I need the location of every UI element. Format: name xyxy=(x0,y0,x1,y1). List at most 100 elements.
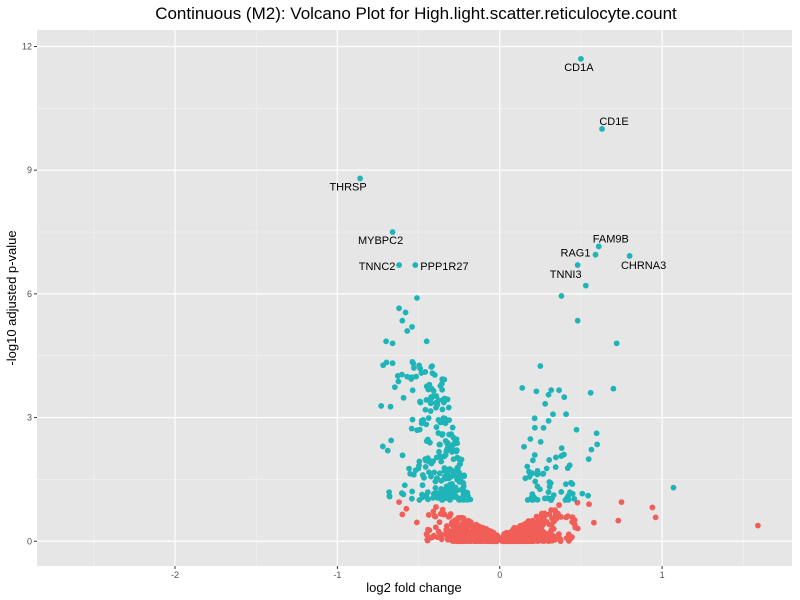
nonsignificant-point xyxy=(403,505,410,512)
significant-point xyxy=(394,373,401,379)
significant-point xyxy=(436,490,443,497)
significant-point xyxy=(401,482,408,489)
significant-point xyxy=(418,420,425,427)
significant-point xyxy=(561,394,568,401)
significant-point xyxy=(378,403,385,409)
significant-point xyxy=(391,384,398,391)
nonsignificant-point xyxy=(565,538,572,544)
significant-point xyxy=(439,406,446,413)
significant-point xyxy=(423,421,430,428)
nonsignificant-point xyxy=(569,519,575,525)
x-tick-label: 1 xyxy=(660,570,665,580)
significant-point xyxy=(414,295,420,301)
significant-point xyxy=(436,448,442,455)
significant-point xyxy=(422,464,429,470)
nonsignificant-point xyxy=(424,537,431,544)
nonsignificant-point xyxy=(494,534,501,541)
nonsignificant-point xyxy=(430,508,437,515)
nonsignificant-point xyxy=(509,534,516,541)
significant-point xyxy=(400,491,407,498)
nonsignificant-point xyxy=(399,511,406,518)
significant-point xyxy=(573,426,580,433)
nonsignificant-point xyxy=(433,504,439,510)
nonsignificant-point xyxy=(396,499,402,505)
significant-point xyxy=(558,453,565,459)
significant-point xyxy=(462,492,469,499)
nonsignificant-point xyxy=(486,537,493,544)
significant-point xyxy=(446,431,452,438)
significant-point xyxy=(454,454,461,461)
nonsignificant-point xyxy=(449,530,456,537)
significant-point xyxy=(426,469,432,476)
significant-point xyxy=(585,456,592,462)
nonsignificant-point xyxy=(649,504,656,511)
significant-point xyxy=(444,396,451,403)
significant-point xyxy=(383,359,390,366)
significant-point xyxy=(423,397,430,403)
gene-label-mybpc2: MYBPC2 xyxy=(358,235,403,247)
significant-point xyxy=(422,406,429,413)
significant-point xyxy=(541,495,548,502)
nonsignificant-point xyxy=(536,519,543,526)
significant-point xyxy=(443,483,450,490)
significant-point xyxy=(448,489,454,496)
significant-point xyxy=(439,397,446,403)
x-tick-label: 0 xyxy=(497,570,502,580)
significant-point xyxy=(441,453,448,460)
significant-point xyxy=(540,470,547,477)
nonsignificant-point xyxy=(430,532,437,539)
significant-point xyxy=(436,470,443,477)
nonsignificant-point xyxy=(572,524,579,531)
gene-label-chrna3: CHRNA3 xyxy=(621,260,666,272)
significant-point xyxy=(545,489,552,496)
significant-point xyxy=(410,360,417,367)
gene-label-thrsp: THRSP xyxy=(329,181,366,193)
x-tick-label: -2 xyxy=(171,570,179,580)
nonsignificant-point xyxy=(435,528,442,535)
nonsignificant-point xyxy=(527,532,533,538)
significant-point xyxy=(519,384,526,391)
significant-point xyxy=(543,465,550,472)
nonsignificant-point xyxy=(464,527,471,534)
significant-point xyxy=(565,496,572,503)
labeled-gene-point xyxy=(389,229,396,235)
significant-point xyxy=(550,492,557,499)
nonsignificant-point xyxy=(474,523,481,529)
significant-point xyxy=(428,394,434,401)
significant-point xyxy=(558,489,565,495)
nonsignificant-point xyxy=(618,499,625,505)
significant-point xyxy=(409,323,415,330)
significant-point xyxy=(419,482,426,489)
significant-point xyxy=(537,363,544,369)
significant-point xyxy=(407,470,414,477)
nonsignificant-point xyxy=(431,513,438,520)
nonsignificant-point xyxy=(447,511,454,517)
nonsignificant-point xyxy=(413,519,420,526)
significant-point xyxy=(411,365,417,371)
significant-point xyxy=(422,369,429,375)
labeled-gene-point xyxy=(626,253,633,259)
nonsignificant-point xyxy=(432,524,439,531)
gene-label-ppp1r27: PPP1R27 xyxy=(420,261,468,273)
nonsignificant-point xyxy=(455,523,462,530)
significant-point xyxy=(429,495,436,501)
nonsignificant-point xyxy=(615,517,622,524)
nonsignificant-point xyxy=(549,515,555,522)
significant-point xyxy=(562,481,569,488)
significant-point xyxy=(409,416,416,423)
significant-point xyxy=(433,393,440,399)
y-axis-ticks: 0 3 6 9 12 xyxy=(22,41,37,546)
significant-point xyxy=(550,411,556,418)
significant-point xyxy=(534,483,541,490)
gene-label-fam9b: FAM9B xyxy=(593,234,629,246)
significant-point xyxy=(558,293,565,299)
labeled-gene-point xyxy=(396,262,402,268)
significant-point xyxy=(424,436,431,443)
gene-label-rag1: RAG1 xyxy=(561,248,591,260)
labeled-gene-point xyxy=(578,55,584,62)
significant-point xyxy=(440,415,447,422)
nonsignificant-point xyxy=(563,514,570,521)
nonsignificant-point xyxy=(519,529,526,536)
